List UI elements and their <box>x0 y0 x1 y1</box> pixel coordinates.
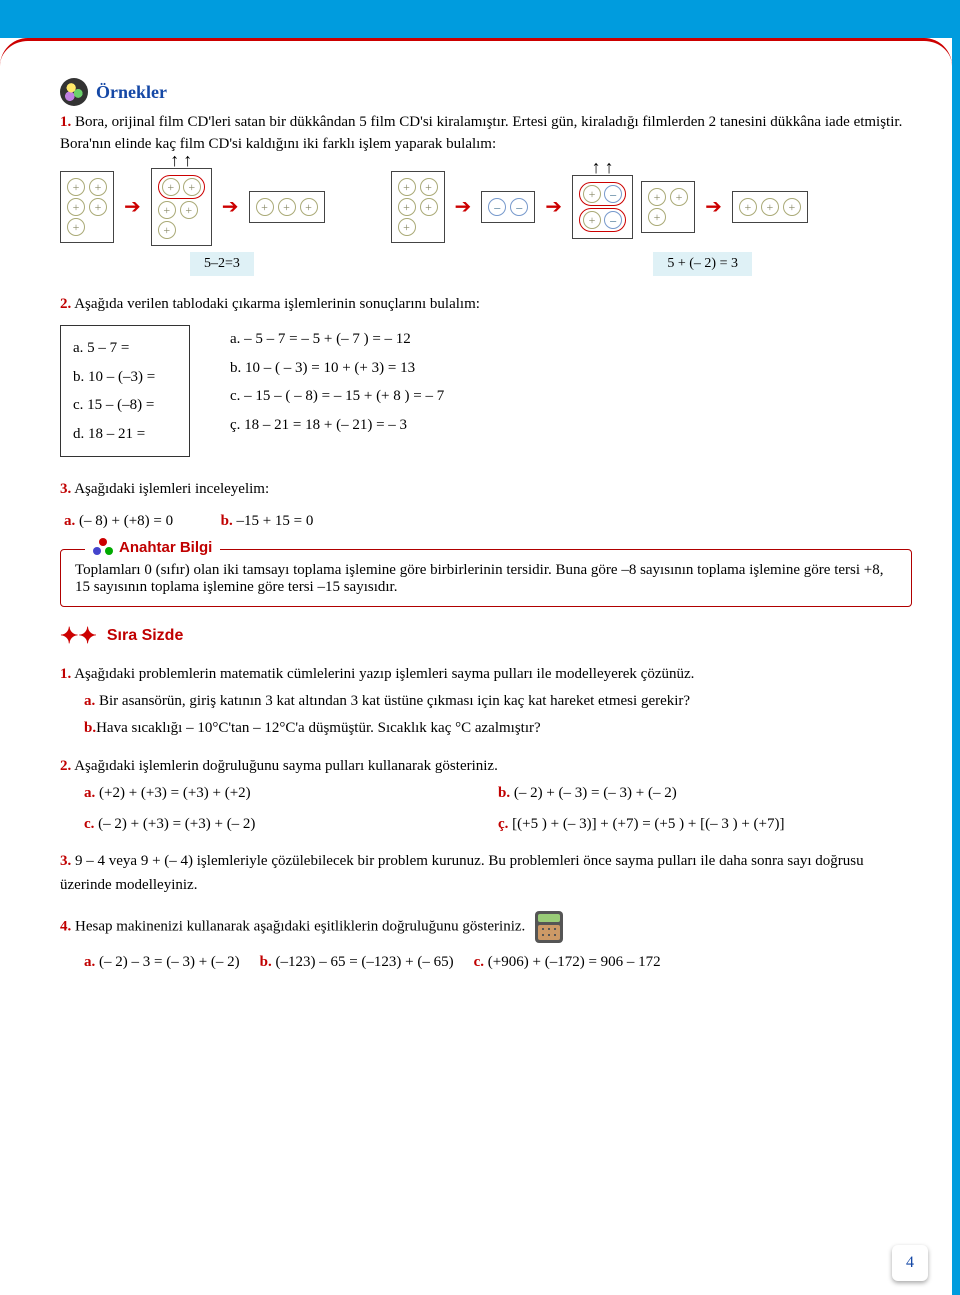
diagram-box: +++ <box>732 191 808 223</box>
ex2-box-b: b. 10 – (–3) = <box>73 363 177 392</box>
eq-label-right: 5 + (– 2) = 3 <box>653 252 752 276</box>
q1-num: 1. <box>60 666 71 682</box>
ex2-text: Aşağıda verilen tablodaki çıkarma işleml… <box>74 296 480 312</box>
page-top-curve <box>0 38 952 70</box>
q2-a: (+2) + (+3) = (+3) + (+2) <box>99 785 251 801</box>
ex3-b-label: b. <box>221 513 233 529</box>
ex2-num: 2. <box>60 296 71 312</box>
anahtar-title: Anahtar Bilgi <box>119 539 212 556</box>
up-arrows-icon: ↑↑ <box>151 150 212 171</box>
diagram-box: ++ + <box>641 181 695 233</box>
ex3-num: 3. <box>60 481 71 497</box>
anahtar-text: Toplamları 0 (sıfır) olan iki tamsayı to… <box>75 562 897 596</box>
ex2-columns: a. 5 – 7 = b. 10 – (–3) = c. 15 – (–8) =… <box>60 325 912 457</box>
diagram-box: ++ ++ + <box>391 171 445 243</box>
q1-b-label: b. <box>84 720 96 736</box>
diagram-box: +– +– <box>572 175 633 239</box>
q1-b: Hava sıcaklığı – 10°C'tan – 12°C'a düşmü… <box>96 720 541 736</box>
ornekler-icon <box>60 78 88 106</box>
q4-c: (+906) + (–172) = 906 – 172 <box>488 954 661 970</box>
example-3: 3. Aşağıdaki işlemleri inceleyelim: <box>60 479 912 501</box>
question-1: 1. Aşağıdaki problemlerin matematik cüml… <box>60 663 912 741</box>
q1-a: Bir asansörün, giriş katının 3 kat altın… <box>99 693 690 709</box>
q1-a-label: a. <box>84 693 95 709</box>
diagram-box: +++ <box>249 191 325 223</box>
question-4: 4. Hesap makinenizi kullanarak aşağıdaki… <box>60 911 912 974</box>
up-arrows-icon: ↑↑ <box>572 157 633 178</box>
eq-labels-row: 5–2=3 5 + (– 2) = 3 <box>60 252 912 276</box>
q2-d: [(+5 ) + (– 3)] + (+7) = (+5 ) + [(– 3 )… <box>512 816 784 832</box>
calculator-icon <box>535 911 563 943</box>
q4-b: (–123) – 65 = (–123) + (– 65) <box>275 954 453 970</box>
ex3-items: a. (– 8) + (+8) = 0 b. –15 + 15 = 0 <box>64 511 912 533</box>
ex3-b-val: –15 + 15 = 0 <box>236 513 313 529</box>
ex1-num: 1. <box>60 114 71 130</box>
q4-a: (– 2) – 3 = (– 3) + (– 2) <box>99 954 240 970</box>
eq-label-left: 5–2=3 <box>190 252 254 276</box>
q2-text: Aşağıdaki işlemlerin doğruluğunu sayma p… <box>74 758 498 774</box>
diagram-box: –– <box>481 191 535 223</box>
q2-c-label: c. <box>84 816 94 832</box>
q4-num: 4. <box>60 918 71 934</box>
q4-c-label: c. <box>474 954 484 970</box>
arrow-right-icon: ➔ <box>122 194 143 219</box>
q3-text: 9 – 4 veya 9 + (– 4) işlemleriyle çözüle… <box>60 853 864 892</box>
q2-a-label: a. <box>84 785 95 801</box>
anahtar-tab: Anahtar Bilgi <box>85 538 220 558</box>
ex2-box-a: a. 5 – 7 = <box>73 334 177 363</box>
q1-text: Aşağıdaki problemlerin matematik cümlele… <box>74 666 694 682</box>
sira-header: ✦✦ Sıra Sizde <box>60 623 912 649</box>
question-2: 2. Aşağıdaki işlemlerin doğruluğunu saym… <box>60 755 912 837</box>
ex3-text: Aşağıdaki işlemleri inceleyelim: <box>74 481 269 497</box>
ex2-box: a. 5 – 7 = b. 10 – (–3) = c. 15 – (–8) =… <box>60 325 190 457</box>
page-frame: Örnekler 1. Bora, orijinal film CD'leri … <box>0 0 960 1295</box>
ex2-box-c: c. 15 – (–8) = <box>73 391 177 420</box>
q2-b: (– 2) + (– 3) = (– 3) + (– 2) <box>514 785 677 801</box>
ornekler-title: Örnekler <box>96 82 167 103</box>
anahtar-icon <box>93 538 113 558</box>
arrow-right-icon: ➔ <box>453 194 474 219</box>
q2-c: (– 2) + (+3) = (+3) + (– 2) <box>98 816 255 832</box>
arrow-right-icon: ➔ <box>703 194 724 219</box>
diagram-box: ++ ++ + <box>151 168 212 246</box>
anahtar-box: Anahtar Bilgi Toplamları 0 (sıfır) olan … <box>60 549 912 607</box>
ornekler-header: Örnekler <box>60 78 912 106</box>
q2-b-label: b. <box>498 785 510 801</box>
arrow-right-icon: ➔ <box>220 194 241 219</box>
page-number: 4 <box>892 1245 928 1281</box>
ex2-answers: a. – 5 – 7 = – 5 + (– 7 ) = – 12 b. 10 –… <box>230 325 444 457</box>
ex2-box-d: d. 18 – 21 = <box>73 420 177 449</box>
sira-icon: ✦✦ <box>60 623 97 649</box>
ex2-ans-b: b. 10 – ( – 3) = 10 + (+ 3) = 13 <box>230 354 444 383</box>
ex1-text: Bora, orijinal film CD'leri satan bir dü… <box>60 114 902 152</box>
sira-title: Sıra Sizde <box>107 627 183 645</box>
ex3-a-val: (– 8) + (+8) = 0 <box>79 513 173 529</box>
question-3: 3. 9 – 4 veya 9 + (– 4) işlemleriyle çöz… <box>60 850 912 897</box>
diagram-box: ++ ++ + <box>60 171 114 243</box>
page-content: Örnekler 1. Bora, orijinal film CD'leri … <box>60 78 912 1265</box>
q4-b-label: b. <box>260 954 272 970</box>
ex2-ans-c: c. – 15 – ( – 8) = – 15 + (+ 8 ) = – 7 <box>230 382 444 411</box>
ex3-a-label: a. <box>64 513 75 529</box>
example-2: 2. Aşağıda verilen tablodaki çıkarma işl… <box>60 294 912 316</box>
ex2-ans-a: a. – 5 – 7 = – 5 + (– 7 ) = – 12 <box>230 325 444 354</box>
q4-text: Hesap makinenizi kullanarak aşağıdaki eş… <box>75 918 525 934</box>
arrow-right-icon: ➔ <box>543 194 564 219</box>
diagram-row-1: ++ ++ + ➔ ↑↑ ++ ++ + ➔ +++ ++ ++ <box>60 168 912 246</box>
q2-d-label: ç. <box>498 816 508 832</box>
q3-num: 3. <box>60 853 71 869</box>
q4-a-label: a. <box>84 954 95 970</box>
q2-num: 2. <box>60 758 71 774</box>
ex2-ans-d: ç. 18 – 21 = 18 + (– 21) = – 3 <box>230 411 444 440</box>
